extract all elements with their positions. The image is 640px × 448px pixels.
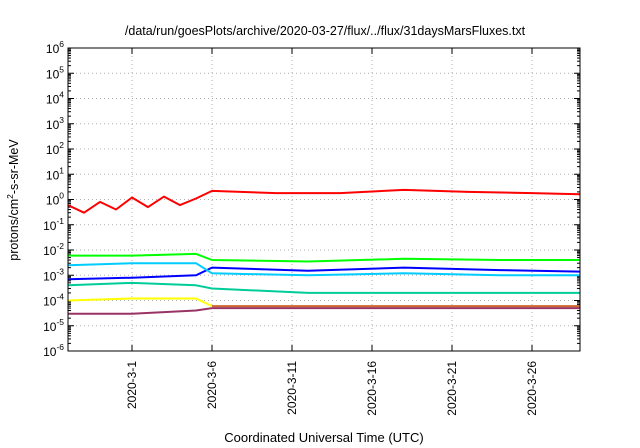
- series-line-1: [67, 188, 581, 214]
- x-tick-label: 2020-3-21: [445, 361, 459, 416]
- chart-title: /data/run/goesPlots/archive/2020-03-27/f…: [125, 24, 526, 38]
- series-line-3: [67, 266, 581, 281]
- y-tick-label: 104: [46, 90, 64, 107]
- y-tick-label: 10-1: [43, 216, 64, 233]
- x-axis-ticks: 2020-3-1 2020-3-6 2020-3-11 2020-3-16 2020-3…: [125, 48, 539, 416]
- x-tick-label: 2020-3-26: [525, 361, 539, 416]
- y-tick-label: 106: [46, 39, 64, 56]
- y-tick-label: 10-4: [43, 292, 64, 309]
- y-tick-label: 10-2: [43, 241, 64, 258]
- x-tick-label: 2020-3-16: [365, 361, 379, 416]
- y-tick-label: 101: [46, 165, 64, 182]
- y-tick-label: 10-3: [43, 266, 64, 283]
- series-line-5: [67, 281, 580, 294]
- y-tick-label: 105: [46, 64, 64, 81]
- x-tick-label: 2020-3-11: [285, 361, 299, 415]
- series-lines: [67, 188, 581, 315]
- x-tick-label: 2020-3-1: [125, 361, 139, 409]
- series-line-6: [67, 297, 213, 308]
- series-line-2: [68, 252, 580, 263]
- y-axis-ticks: 10-6 10-5 10-4 10-3 10-2 10-1 100 101 102 103 104 1…: [43, 39, 580, 359]
- x-axis-label: Coordinated Universal Time (UTC): [224, 430, 423, 445]
- y-tick-label: 10-5: [43, 317, 64, 334]
- plot-frame: [67, 47, 581, 352]
- y-tick-label: 100: [46, 191, 64, 208]
- y-tick-label: 103: [46, 115, 64, 132]
- y-axis-label: protons/cm2-s-sr-MeV: [5, 139, 21, 261]
- y-tick-label: 102: [46, 140, 64, 157]
- series-line-7: [68, 307, 580, 315]
- series-line-4: [67, 262, 580, 277]
- x-tick-label: 2020-3-6: [205, 361, 219, 409]
- y-tick-label: 10-6: [43, 342, 64, 359]
